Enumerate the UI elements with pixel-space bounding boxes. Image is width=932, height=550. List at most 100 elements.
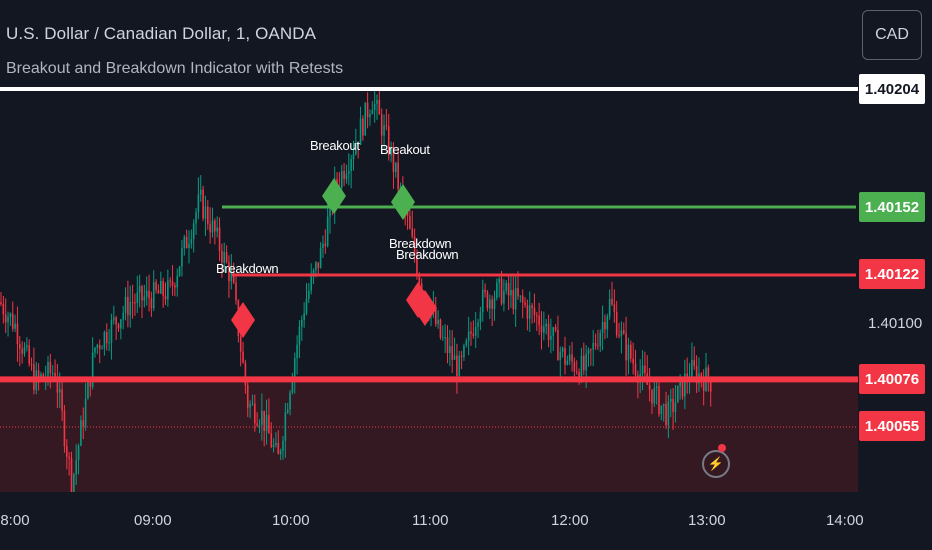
candle-body: [162, 280, 164, 296]
candle-body: [197, 194, 200, 213]
breakout-marker: [322, 178, 346, 214]
candle-body: [122, 312, 124, 320]
candle-body: [507, 282, 510, 296]
time-axis[interactable]: [0, 492, 932, 550]
price-tag-support-level: 1.40076: [859, 364, 925, 394]
candle-body: [239, 336, 242, 352]
candle-body: [665, 403, 667, 426]
candle-body: [296, 344, 298, 359]
candle-body: [291, 378, 294, 393]
candle-body: [157, 290, 160, 294]
candle-body: [568, 354, 571, 361]
candle-body: [578, 372, 580, 380]
candle-body: [357, 143, 359, 145]
candle-body: [4, 314, 7, 323]
candle-body: [54, 372, 56, 378]
candle-body: [113, 317, 115, 320]
symbol-title[interactable]: U.S. Dollar / Canadian Dollar, 1, OANDA: [6, 24, 317, 43]
candle-body: [209, 223, 211, 233]
candle-body: [232, 270, 235, 283]
candle-body: [82, 420, 85, 427]
candle-body: [42, 374, 45, 379]
candle-body: [528, 305, 531, 319]
candle-body: [451, 346, 453, 360]
candle-body: [66, 446, 68, 457]
candle-body: [251, 403, 254, 405]
candle-body: [632, 358, 634, 364]
currency-button[interactable]: CAD: [862, 10, 922, 60]
candle-body: [366, 102, 369, 118]
candle-body: [289, 392, 291, 410]
candle-body: [143, 296, 146, 301]
candle-body: [362, 118, 364, 136]
candle-body: [11, 313, 14, 329]
candle-body: [684, 373, 686, 397]
candle-body: [390, 147, 392, 156]
candle-body: [214, 220, 216, 232]
candle-body: [131, 302, 134, 304]
candle-body: [249, 404, 251, 408]
candle-body: [449, 346, 451, 353]
candle-body: [571, 354, 573, 362]
candle-body: [279, 450, 282, 455]
candle-body: [434, 308, 437, 325]
candle-body: [531, 305, 533, 309]
time-tick: 13:00: [688, 512, 726, 529]
candle-body: [115, 317, 117, 325]
candle-body: [216, 227, 218, 232]
breakdown-label: Breakdown: [396, 247, 459, 262]
candle-body: [40, 374, 42, 377]
candle-body: [376, 100, 378, 104]
candle-body: [510, 289, 512, 296]
candle-body: [669, 398, 672, 402]
candle-body: [77, 445, 80, 461]
candle-body: [105, 332, 108, 344]
candle-body: [479, 312, 482, 323]
candle-body: [460, 355, 463, 358]
level-lines: [0, 87, 858, 383]
candle-body: [641, 365, 644, 375]
candle-body: [37, 370, 40, 377]
candle-body: [604, 322, 606, 330]
indicator-title[interactable]: Breakout and Breakdown Indicator with Re…: [6, 60, 344, 77]
candle-body: [127, 296, 129, 316]
candle-body: [218, 227, 221, 251]
candle-body: [192, 223, 195, 240]
candle-body: [152, 282, 155, 309]
candle-body: [16, 323, 19, 345]
candle-body: [164, 295, 167, 300]
candle-body: [286, 409, 289, 413]
candle-body: [207, 206, 209, 224]
candle-body: [383, 125, 385, 136]
candle-body: [601, 322, 604, 333]
candle-body: [533, 308, 536, 316]
time-tick: 08:00: [0, 512, 30, 529]
candle-body: [625, 333, 627, 361]
candle-body: [660, 405, 663, 415]
candle-body: [94, 347, 96, 353]
candle-body: [559, 351, 562, 361]
time-tick: 10:00: [272, 512, 310, 529]
price-tag-white-level: 1.40204: [859, 74, 925, 104]
candle-body: [202, 189, 204, 219]
candle-body: [340, 171, 343, 188]
candle-body: [392, 147, 395, 173]
candle-body: [580, 355, 583, 380]
candle-body: [181, 248, 183, 267]
candle-body: [677, 385, 679, 403]
candles: [0, 87, 712, 512]
candle-body: [49, 361, 52, 374]
candle-body: [592, 343, 594, 350]
candle-body: [178, 266, 181, 276]
candle-body: [89, 380, 92, 387]
candle-body: [524, 302, 526, 305]
lightning-icon[interactable]: ⚡: [702, 450, 730, 478]
candle-body: [395, 162, 397, 173]
time-tick: 11:00: [412, 512, 449, 529]
candle-body: [129, 302, 132, 316]
candle-body: [474, 326, 477, 336]
candle-body: [98, 344, 101, 349]
candle-body: [305, 298, 308, 314]
candle-body: [437, 319, 439, 325]
